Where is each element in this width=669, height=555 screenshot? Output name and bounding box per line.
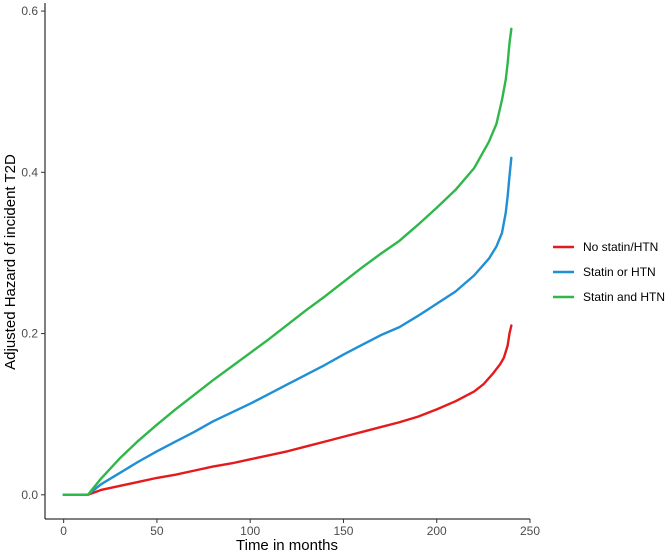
- x-tick-label: 200: [427, 524, 447, 538]
- x-tick-label: 0: [60, 524, 67, 538]
- x-axis-ticks: 0 50 100 150 200 250: [60, 519, 540, 538]
- legend-label-3: Statin and HTN: [583, 290, 665, 304]
- series-line-3: [62, 27, 513, 497]
- series-line-2: [62, 156, 513, 497]
- plot-lines: [62, 27, 513, 497]
- x-tick-label: 250: [520, 524, 540, 538]
- x-tick-label: 50: [150, 524, 164, 538]
- y-tick-label: 0.4: [21, 165, 38, 179]
- y-tick-label: 0.0: [21, 488, 38, 502]
- y-axis-title: Adjusted Hazard of incident T2D: [2, 154, 19, 370]
- series-line-1: [62, 324, 513, 497]
- legend-label-1: No statin/HTN: [583, 240, 658, 254]
- legend: No statin/HTN Statin or HTN Statin and HTN: [553, 240, 665, 304]
- y-tick-label: 0.6: [21, 4, 38, 18]
- x-tick-label: 100: [240, 524, 260, 538]
- y-axis-ticks: 0.0 0.2 0.4 0.6: [21, 4, 45, 502]
- legend-label-2: Statin or HTN: [583, 265, 656, 279]
- y-tick-label: 0.2: [21, 327, 38, 341]
- x-tick-label: 150: [333, 524, 353, 538]
- x-axis-title: Time in months: [236, 537, 338, 554]
